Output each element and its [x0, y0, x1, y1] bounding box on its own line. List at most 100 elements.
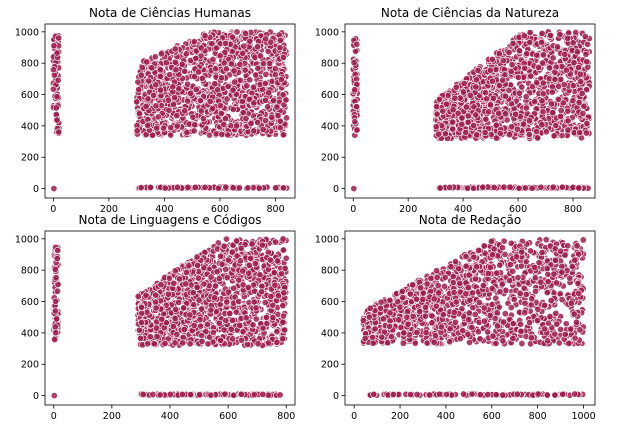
scatter-point — [490, 183, 498, 191]
scatter-point — [488, 55, 496, 63]
scatter-point — [531, 98, 539, 106]
scatter-point — [247, 120, 255, 128]
scatter-point — [235, 276, 243, 284]
scatter-point — [265, 339, 273, 347]
scatter-point — [515, 184, 523, 192]
scatter-point — [549, 54, 557, 62]
scatter-point — [182, 268, 190, 276]
scatter-point — [492, 121, 500, 129]
scatter-point — [194, 261, 202, 269]
scatter-point — [191, 73, 199, 81]
y-tick-label: 200 — [321, 153, 339, 164]
x-tick-label: 400 — [155, 204, 173, 215]
scatter-point — [509, 40, 517, 48]
scatter-point — [502, 110, 510, 118]
scatter-point — [433, 103, 441, 111]
scatter-point — [502, 92, 510, 100]
scatter-point — [512, 110, 520, 118]
scatter-point — [247, 254, 255, 262]
scatter-point — [201, 32, 209, 40]
scatter-point — [204, 340, 212, 348]
scatter-point — [218, 260, 226, 268]
scatter-point — [264, 47, 272, 55]
scatter-point — [449, 106, 457, 114]
scatter-point — [152, 298, 160, 306]
scatter-point — [436, 95, 444, 103]
scatter-point — [174, 183, 182, 191]
scatter-point — [525, 130, 533, 138]
scatter-point — [206, 97, 214, 105]
scatter-point — [144, 340, 152, 348]
scatter-point — [569, 183, 577, 191]
scatter-point — [458, 114, 466, 122]
x-tick-label: 800 — [564, 204, 582, 215]
scatter-point — [274, 292, 282, 300]
scatter-point — [552, 122, 560, 130]
scatter-point — [279, 318, 287, 326]
scatter-point — [534, 134, 542, 142]
scatter-point — [482, 89, 490, 97]
subplot-title: Nota de Linguagens e Códigos — [79, 213, 262, 227]
scatter-point — [258, 241, 266, 249]
scatter-point — [279, 302, 287, 310]
scatter-point — [584, 40, 592, 48]
scatter-point — [522, 93, 530, 101]
y-tick-label: 200 — [21, 360, 39, 371]
scatter-point — [53, 49, 61, 57]
scatter-point — [190, 38, 198, 46]
scatter-point — [538, 29, 546, 37]
scatter-point — [562, 66, 570, 74]
scatter-point — [229, 335, 237, 343]
scatter-point — [52, 274, 60, 282]
scatter-point — [137, 334, 145, 342]
scatter-point — [551, 68, 559, 76]
scatter-point — [533, 128, 541, 136]
scatter-point — [217, 109, 225, 117]
scatter-point — [252, 71, 260, 79]
scatter-point — [575, 184, 583, 192]
scatter-point — [266, 60, 274, 68]
scatter-point — [505, 86, 513, 94]
scatter-point — [353, 126, 361, 134]
scatter-point — [151, 53, 159, 61]
scatter-point — [556, 112, 564, 120]
scatter-point — [53, 255, 61, 263]
scatter-point — [272, 184, 280, 192]
scatter-point — [250, 391, 258, 399]
scatter-point — [150, 340, 158, 348]
scatter-point — [464, 118, 472, 126]
scatter-point — [276, 36, 284, 44]
scatter-point — [164, 290, 172, 298]
scatter-point — [212, 65, 220, 73]
scatter-point — [470, 184, 478, 192]
scatter-point — [222, 316, 230, 324]
scatter-point — [577, 78, 585, 86]
scatter-point — [242, 314, 250, 322]
scatter-point — [262, 313, 270, 321]
scatter-points — [49, 28, 291, 193]
scatter-point — [526, 38, 534, 46]
scatter-point — [165, 274, 173, 282]
scatter-point — [201, 183, 209, 191]
scatter-point — [145, 77, 153, 85]
scatter-point — [244, 283, 252, 291]
scatter-point — [199, 115, 207, 123]
scatter-point — [539, 79, 547, 87]
scatter-point — [211, 282, 219, 290]
scatter-point — [254, 340, 262, 348]
scatter-point — [515, 89, 523, 97]
y-tick-label: 1000 — [315, 27, 339, 38]
scatter-point — [191, 121, 199, 129]
scatter-point — [241, 66, 249, 74]
scatter-point — [143, 58, 151, 66]
scatter-point — [264, 103, 272, 111]
scatter-point — [470, 122, 478, 130]
scatter-point — [139, 390, 147, 398]
scatter-point — [575, 99, 583, 107]
scatter-point — [229, 316, 237, 324]
scatter-point — [254, 118, 262, 126]
scatter-point — [582, 129, 590, 137]
scatter-point — [279, 131, 287, 139]
scatter-point — [152, 324, 160, 332]
scatter-point — [239, 49, 247, 57]
